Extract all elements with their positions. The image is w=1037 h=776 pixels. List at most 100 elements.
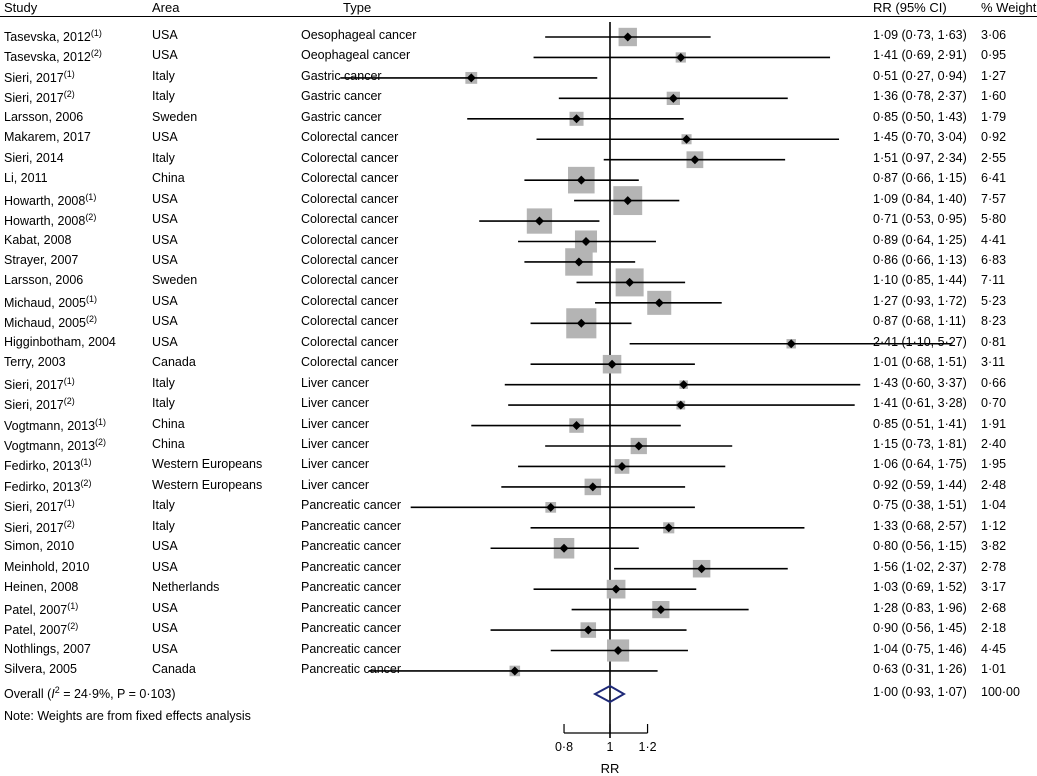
study-area: USA: [152, 600, 178, 615]
study-rr-ci: 1·06 (0·64, 1·75): [873, 457, 967, 472]
study-area: Canada: [152, 355, 196, 370]
study-area: USA: [152, 334, 178, 349]
point-estimate: [786, 339, 796, 349]
point-estimate: [656, 605, 666, 615]
header-rr-ci: RR (95% CI): [873, 0, 947, 15]
study-weight: 7·57: [981, 191, 1007, 206]
study-type: Pancreatic cancer: [301, 518, 402, 533]
study-type: Colorectal cancer: [301, 191, 399, 206]
study-type: Oesophageal cancer: [301, 28, 417, 42]
study-type: Liver cancer: [301, 375, 370, 390]
study-type: Pancreatic cancer: [301, 661, 402, 676]
study-name: Sieri, 2017(1): [4, 375, 75, 392]
study-type: Colorectal cancer: [301, 314, 399, 329]
study-type: Liver cancer: [301, 437, 370, 451]
study-type: Pancreatic cancer: [301, 641, 402, 656]
study-area: Netherlands: [152, 580, 220, 595]
study-rr-ci: 0·85 (0·50, 1·43): [873, 109, 967, 124]
study-type: Oeophageal cancer: [301, 48, 411, 63]
point-estimate: [546, 502, 556, 512]
study-type: Pancreatic cancer: [301, 539, 402, 554]
study-area: Western Europeans: [152, 457, 263, 472]
study-area: Italy: [152, 68, 175, 83]
study-weight: 1·04: [981, 498, 1007, 513]
study-name: Sieri, 2017(2): [4, 396, 75, 413]
overall-diamond: [592, 684, 626, 704]
study-name: Howarth, 2008(1): [4, 191, 97, 208]
study-weight: 0·95: [981, 48, 1007, 63]
study-area: USA: [152, 212, 178, 227]
study-area: USA: [152, 232, 178, 247]
overall-rr: 1·00 (0·93, 1·07): [873, 685, 967, 699]
study-weight: 3·11: [981, 355, 1006, 370]
study-name: Vogtmann, 2013(1): [4, 416, 107, 433]
study-area: USA: [152, 28, 178, 42]
study-type: Colorectal cancer: [301, 273, 399, 288]
study-weight: 1·79: [981, 109, 1007, 124]
point-estimate: [682, 134, 692, 144]
study-rr-ci: 0·63 (0·31, 1·26): [873, 661, 967, 676]
header-rule: [0, 16, 1037, 17]
study-weight: 2·68: [981, 600, 1007, 615]
header-weight: % Weight: [981, 0, 1037, 15]
point-estimate: [690, 155, 700, 165]
study-area: China: [152, 437, 185, 451]
study-type: Colorectal cancer: [301, 252, 399, 267]
study-name: Sieri, 2014: [4, 150, 64, 165]
point-estimate: [607, 359, 617, 369]
study-area: USA: [152, 539, 178, 554]
x-tick-label: 0·8: [555, 740, 573, 754]
study-area: Italy: [152, 375, 175, 390]
point-estimate: [625, 277, 635, 287]
study-area: Canada: [152, 661, 196, 676]
point-estimate: [634, 441, 644, 451]
study-name: Sieri, 2017(2): [4, 518, 75, 535]
study-name: Patel, 2007(2): [4, 621, 79, 638]
study-name: Tasevska, 2012(1): [4, 28, 102, 45]
study-weight: 1·60: [981, 89, 1007, 104]
study-name: Li, 2011: [4, 171, 48, 186]
study-rr-ci: 1·09 (0·73, 1·63): [873, 28, 967, 42]
study-area: Italy: [152, 150, 175, 165]
point-estimate: [466, 73, 476, 83]
study-name: Fedirko, 2013(2): [4, 477, 92, 495]
study-area: Sweden: [152, 273, 198, 288]
study-area: China: [152, 416, 185, 431]
study-rr-ci: 1·15 (0·73, 1·81): [873, 437, 967, 451]
study-area: USA: [152, 559, 178, 574]
study-type: Liver cancer: [301, 416, 370, 431]
study-weight: 0·66: [981, 375, 1007, 390]
study-type: Gastric cancer: [301, 68, 382, 83]
study-weight: 0·70: [981, 396, 1007, 411]
footnote: Note: Weights are from fixed effects ana…: [4, 709, 251, 723]
study-weight: 1·91: [981, 416, 1007, 431]
study-rr-ci: 1·41 (0·69, 2·91): [873, 48, 967, 63]
study-area: USA: [152, 621, 178, 636]
study-weight: 0·92: [981, 130, 1007, 145]
study-rr-ci: 1·10 (0·85, 1·44): [873, 273, 967, 288]
study-name: Larsson, 2006: [4, 109, 84, 124]
study-area: Italy: [152, 498, 175, 513]
study-area: USA: [152, 48, 178, 63]
study-rr-ci: 1·43 (0·60, 3·37): [873, 375, 967, 390]
study-name: Kabat, 2008: [4, 232, 72, 247]
study-type: Colorectal cancer: [301, 355, 399, 370]
study-weight: 2·55: [981, 150, 1007, 165]
study-area: USA: [152, 252, 178, 267]
study-name: Howarth, 2008(2): [4, 212, 97, 229]
study-area: Italy: [152, 89, 175, 104]
study-type: Liver cancer: [301, 396, 370, 411]
point-estimate: [510, 666, 520, 676]
study-name: Sieri, 2017(1): [4, 68, 75, 86]
study-name: Patel, 2007(1): [4, 600, 79, 617]
study-name: Tasevska, 2012(2): [4, 48, 102, 65]
study-name: Strayer, 2007: [4, 252, 79, 267]
point-estimate: [572, 421, 582, 431]
point-estimate: [559, 543, 569, 553]
study-area: Italy: [152, 396, 175, 411]
study-name: Makarem, 2017: [4, 130, 91, 145]
study-area: Sweden: [152, 109, 198, 124]
study-area: China: [152, 171, 185, 186]
study-type: Gastric cancer: [301, 109, 382, 124]
